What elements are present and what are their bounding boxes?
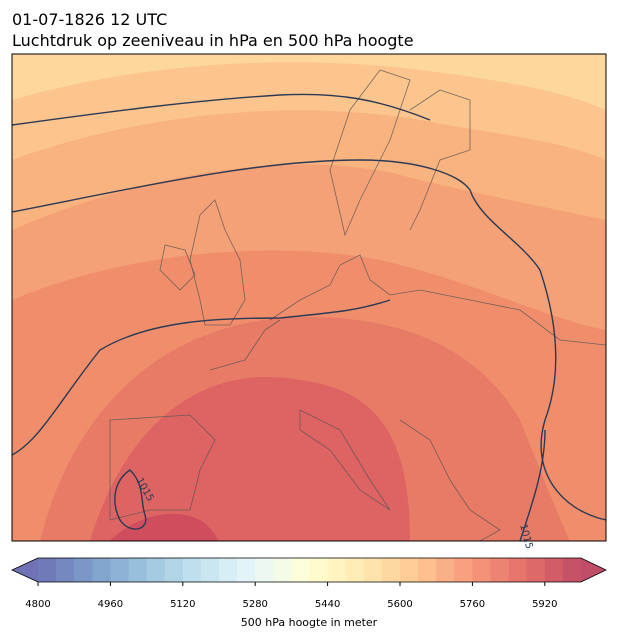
colorbar-segment (400, 558, 419, 582)
colorbar-label: 500 hPa hoogte in meter (241, 616, 378, 629)
colorbar-tick-label: 5760 (460, 599, 485, 610)
colorbar-segment (56, 558, 75, 582)
colorbar-tick-label: 5920 (532, 599, 557, 610)
colorbar-segment (436, 558, 455, 582)
colorbar-tick-label: 4960 (98, 599, 123, 610)
isobars (12, 93, 606, 541)
colorbar-segment (291, 558, 310, 582)
band (90, 376, 410, 541)
colorbar-segment (454, 558, 473, 582)
colorbar-outline (11, 557, 607, 583)
colorbar-segment (38, 558, 57, 582)
colorbar-segment (490, 558, 510, 582)
colorbar-segment (363, 558, 383, 582)
colorbar-extend (12, 558, 38, 582)
colorbar-tick-label: 5280 (242, 599, 267, 610)
colorbar-segment (544, 558, 564, 582)
colorbar-segment (219, 558, 238, 582)
colorbar-segment (200, 558, 220, 582)
colorbar-segment (255, 558, 274, 582)
colorbar-tick-label: 4800 (25, 599, 50, 610)
colorbar-segment (92, 558, 111, 582)
colorbar-segment (327, 558, 347, 582)
colorbar-segment (146, 558, 166, 582)
band (110, 513, 218, 541)
colorbar-segment (381, 558, 401, 582)
coastlines (109, 69, 606, 541)
colorbar-segment (74, 558, 93, 582)
colorbar-segment (418, 558, 437, 582)
colorbar-segment (345, 558, 365, 582)
map-frame (11, 53, 607, 542)
colorbar-segment (128, 558, 148, 582)
colorbar-tick-label: 5120 (170, 599, 195, 610)
colorbar-extend (581, 558, 606, 582)
colorbar-segment (562, 558, 582, 582)
colorbar-segment (309, 558, 329, 582)
colorbar-segment (164, 558, 184, 582)
map (12, 54, 606, 541)
colorbar-segment (526, 558, 546, 582)
colorbar-tick-label: 5440 (315, 599, 340, 610)
colorbar-segment (273, 558, 292, 582)
colorbar-segment (508, 558, 528, 582)
colorbar-segment (237, 558, 256, 582)
date-title: 01-07-1826 12 UTC (12, 10, 167, 29)
colorbar-tick-label: 5600 (387, 599, 412, 610)
colorbar-segment (182, 558, 202, 582)
colorbar: 4800 4960 5120 5280 5440 5600 5760 5920 (11, 557, 607, 610)
colorbar-segment (110, 558, 129, 582)
map-title: Luchtdruk op zeeniveau in hPa en 500 hPa… (12, 31, 414, 50)
colorbar-segment (472, 558, 491, 582)
